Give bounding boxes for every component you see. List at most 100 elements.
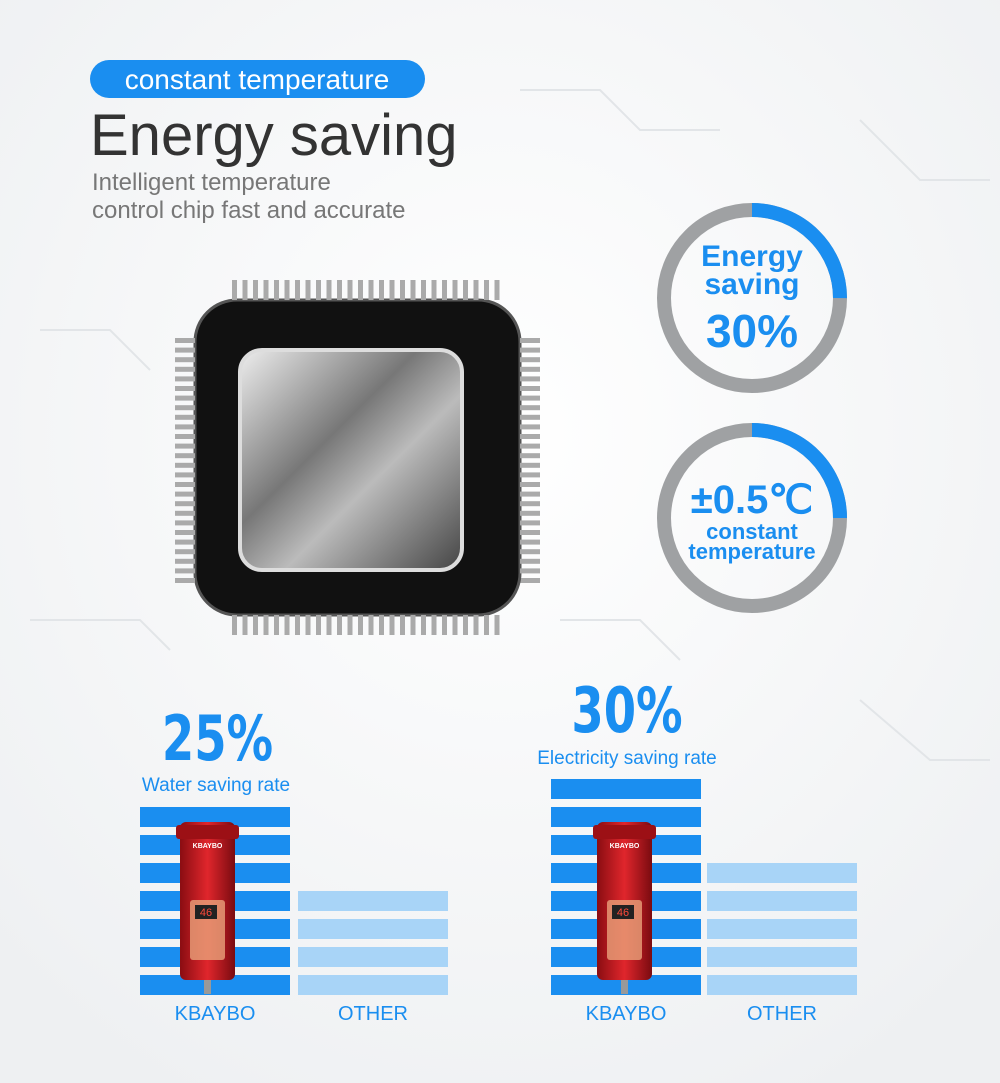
chip-pin [253, 615, 258, 635]
chip-pin [520, 443, 540, 449]
chip-pin [520, 357, 540, 363]
chip-pin [452, 615, 458, 635]
bar-stripe [298, 891, 448, 911]
chip-pin [520, 405, 540, 411]
rate: 25% [162, 702, 273, 774]
chip-pin [520, 568, 540, 574]
chip-pin [463, 280, 468, 300]
chip-pin [520, 386, 540, 391]
heater-brand: KBAYBO [193, 843, 223, 850]
chip-pin [175, 395, 195, 401]
chip-pin [421, 615, 426, 635]
chip-pin [175, 386, 195, 391]
badge-text: ±0.5℃ [691, 478, 813, 522]
badge-text: Energy [701, 240, 803, 273]
chip-pin [442, 615, 447, 635]
chip-pin [473, 615, 479, 635]
chip-pin [520, 347, 540, 353]
chip-pin [494, 280, 500, 300]
chip-pin [175, 462, 195, 468]
bar-stripe [298, 975, 448, 995]
heater-display [612, 905, 634, 919]
bar-label: KBAYBO [586, 1003, 667, 1025]
chip-pin [494, 615, 500, 635]
chip-pin [452, 280, 458, 300]
badge-text: saving [704, 268, 799, 301]
chip-pin [305, 280, 311, 300]
chip-pin [232, 615, 237, 635]
chip-pin [520, 549, 540, 555]
subtitle: Intelligent temperature [92, 169, 331, 196]
chip-pin [520, 472, 540, 478]
chip-pin [520, 395, 540, 401]
chip-pin [175, 491, 195, 497]
chip-pin [175, 414, 195, 420]
chip-pin [175, 510, 195, 516]
tag: constant temperature [125, 64, 390, 95]
chip-pin [175, 338, 195, 343]
bar-label: OTHER [747, 1003, 817, 1025]
chip-pin [520, 501, 540, 507]
chip-pin [431, 615, 437, 635]
chip-pin [274, 615, 279, 635]
chip-pin [175, 347, 195, 353]
chip-pin [520, 482, 540, 487]
chip-pin [358, 280, 363, 300]
chip-pin [463, 615, 468, 635]
title: Energy saving [90, 103, 458, 168]
chip-pin [316, 615, 321, 635]
subtitle: control chip fast and accurate [92, 197, 406, 224]
bar-stripe [551, 779, 701, 799]
chip-pin [175, 366, 195, 372]
chip-pin [520, 462, 540, 468]
chip-pin [242, 615, 248, 635]
chip-pin [368, 280, 374, 300]
chip-pin [175, 453, 195, 459]
chip-pin [175, 558, 195, 564]
chip-pin [263, 280, 269, 300]
chip-pin [389, 615, 395, 635]
chip-pin [410, 280, 416, 300]
chip-pin [520, 558, 540, 564]
chip-pin [175, 530, 195, 535]
chip-pin [473, 280, 479, 300]
chip-pin [520, 510, 540, 516]
chip-pin [379, 280, 384, 300]
bar-label: KBAYBO [175, 1003, 256, 1025]
chip-pin [520, 578, 540, 583]
chip-pin [284, 280, 290, 300]
chip-pin [175, 424, 195, 430]
chip-pin [520, 491, 540, 497]
chip-pin [379, 615, 384, 635]
chip-pin [295, 615, 300, 635]
chip-pin [175, 501, 195, 507]
chip-pin [421, 280, 426, 300]
chip-pin [520, 520, 540, 526]
chip-pin [520, 434, 540, 439]
chip-pin [263, 615, 269, 635]
rate-label: Electricity saving rate [537, 748, 717, 769]
bar-stripe [707, 919, 857, 939]
chip-pin [316, 280, 321, 300]
chip-pin [337, 280, 342, 300]
chip-pin [520, 424, 540, 430]
chip-pin [389, 280, 395, 300]
badge-arc [657, 423, 847, 613]
chip-pin [358, 615, 363, 635]
bar-stripe [140, 975, 290, 995]
bar-stripe [140, 807, 290, 827]
chip-pin [520, 338, 540, 343]
heater-display [195, 905, 217, 919]
chip-pin [295, 280, 300, 300]
chip-pin [400, 280, 405, 300]
chip-pin [400, 615, 405, 635]
chip-pin [175, 357, 195, 363]
bar-stripe [298, 919, 448, 939]
heater-cap [593, 825, 656, 839]
chip-pin [484, 280, 489, 300]
chip-pin [347, 615, 353, 635]
chip-pin [175, 472, 195, 478]
chip-pin [410, 615, 416, 635]
chip-pin [175, 539, 195, 545]
bar-stripe [707, 975, 857, 995]
